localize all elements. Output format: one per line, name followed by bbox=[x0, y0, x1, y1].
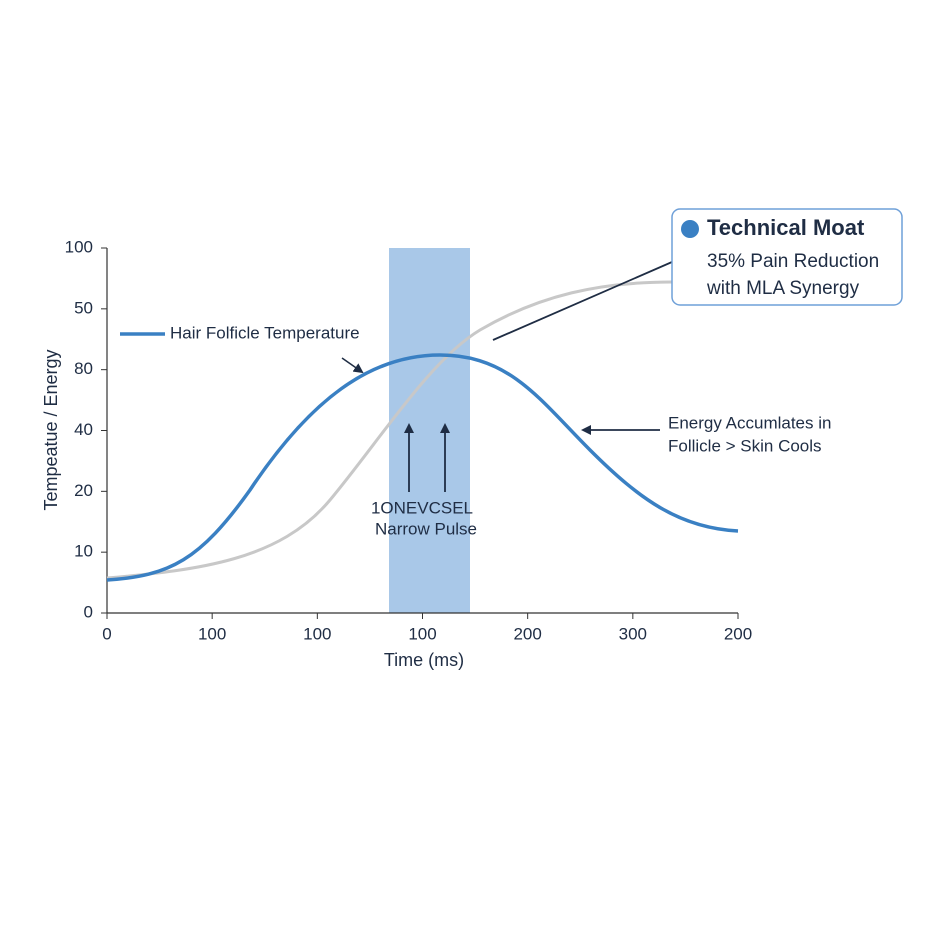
pulse-band bbox=[389, 248, 470, 613]
x-axis-label: Time (ms) bbox=[384, 650, 464, 670]
x-tick-label: 0 bbox=[102, 624, 111, 643]
pulse-label: 1ONEVCSEL bbox=[371, 498, 473, 517]
y-tick-label: 20 bbox=[74, 481, 93, 500]
x-tick-label: 100 bbox=[198, 624, 226, 643]
pulse-label: Narrow Pulse bbox=[375, 519, 477, 538]
x-tick-label: 200 bbox=[513, 624, 541, 643]
energy-curve bbox=[106, 280, 673, 580]
callout-line bbox=[492, 261, 673, 341]
y-tick-label: 50 bbox=[74, 298, 93, 317]
callout-box bbox=[671, 208, 903, 306]
callout-text: 35% Pain Reduction bbox=[707, 251, 879, 272]
callout-title: Technical Moat bbox=[707, 215, 865, 240]
callout-dot bbox=[681, 220, 699, 238]
callout-text: with MLA Synergy bbox=[706, 278, 860, 299]
temperature-curve bbox=[106, 353, 739, 582]
y-tick-label: 0 bbox=[84, 602, 93, 621]
x-tick-label: 100 bbox=[303, 624, 331, 643]
legend-arrow bbox=[341, 357, 364, 374]
x-tick-label: 300 bbox=[619, 624, 647, 643]
energy-label: Follicle > Skin Cools bbox=[668, 436, 822, 455]
y-tick-label: 100 bbox=[65, 237, 93, 256]
y-tick-label: 10 bbox=[74, 542, 93, 561]
x-ticks: 0 100 100 100 200 300 200 bbox=[102, 613, 752, 643]
legend-label: Hair Folficle Temperature bbox=[170, 323, 360, 342]
y-tick-label: 80 bbox=[74, 359, 93, 378]
y-axis-label: Tempeatue / Energy bbox=[41, 349, 61, 510]
energy-label: Energy Accumlates in bbox=[668, 413, 831, 432]
x-tick-label: 200 bbox=[724, 624, 752, 643]
y-tick-label: 40 bbox=[74, 420, 93, 439]
x-tick-label: 100 bbox=[408, 624, 436, 643]
